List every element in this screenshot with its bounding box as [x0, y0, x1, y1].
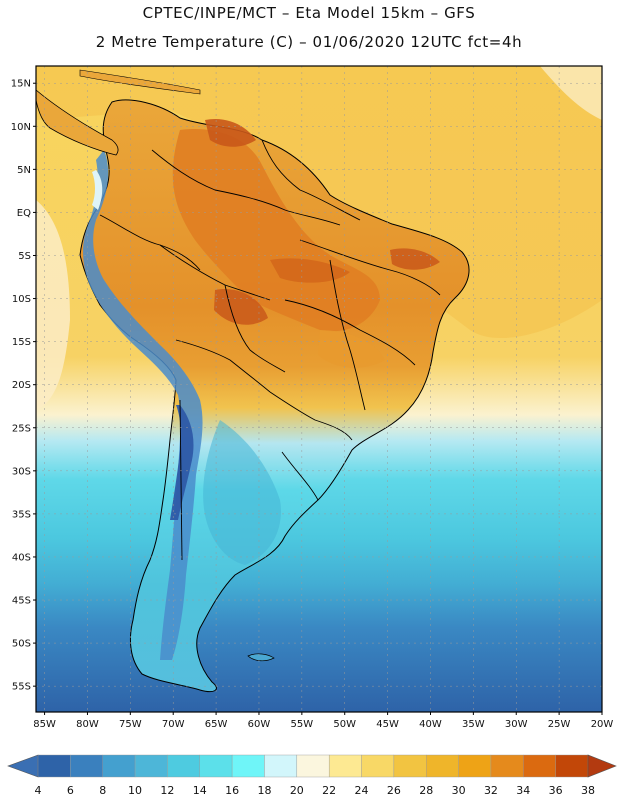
colorbar-swatch: [393, 754, 427, 778]
plot-area: [36, 66, 602, 712]
lat-label: 25S: [12, 423, 31, 434]
lon-label: 50W: [333, 719, 356, 730]
lat-label: 30S: [12, 466, 31, 477]
colorbar-swatch: [167, 754, 200, 778]
colorbar-label: 32: [484, 784, 498, 797]
colorbar-label: 30: [452, 784, 466, 797]
lon-label: 60W: [248, 719, 271, 730]
colorbar-swatch: [523, 754, 556, 778]
border-brazil-states-vertical: [329, 259, 366, 411]
colorbar-over-arrow: [587, 754, 617, 778]
warm-southeast: [318, 330, 385, 368]
lon-label: 85W: [33, 719, 56, 730]
colorbar-swatch: [264, 754, 298, 778]
colorbar-label: 18: [257, 784, 271, 797]
border-guianas: [261, 139, 361, 221]
lon-label: 20W: [591, 719, 614, 730]
hotspot-northeast: [390, 248, 440, 270]
colorbar-label: 22: [322, 784, 336, 797]
lon-label: 30W: [505, 719, 528, 730]
lat-label: 20S: [12, 380, 31, 391]
map-title-line1: CPTEC/INPE/MCT – Eta Model 15km – GFS: [142, 4, 476, 22]
colorbar-swatch: [361, 754, 395, 778]
colorbar-label: 26: [387, 784, 401, 797]
falkland-islands: [247, 653, 275, 662]
country-borders: [99, 139, 441, 561]
lon-label: 65W: [205, 719, 228, 730]
hotspot-venezuela: [205, 118, 256, 147]
hotspot-para: [270, 258, 350, 283]
graticule: [36, 66, 603, 712]
colorbar-swatch: [37, 754, 71, 778]
border-venezuela-brazil: [151, 149, 341, 226]
colorbar-label: 38: [581, 784, 595, 797]
colorbar-label: 8: [99, 784, 106, 797]
colorbar-swatch: [102, 754, 136, 778]
colorbar-label: 34: [516, 784, 530, 797]
lat-label: 50S: [12, 639, 31, 650]
lon-label: 45W: [376, 719, 399, 730]
border-uruguay: [281, 451, 319, 501]
lat-label: 5S: [18, 251, 31, 262]
lat-label: 35S: [12, 509, 31, 520]
lat-label: EQ: [17, 208, 31, 219]
colorbar-label: 10: [128, 784, 142, 797]
colorbar-swatch: [296, 754, 330, 778]
colorbar-label: 28: [419, 784, 433, 797]
andes-coldest-zone: [170, 405, 194, 520]
colorbar-swatch: [426, 754, 459, 778]
colorbar-swatch: [199, 754, 233, 778]
longitude-labels: 85W 80W 75W 70W 65W 60W 55W 50W 45W 40W 35W 30W 25W 2…: [33, 712, 613, 730]
border-chile-argentina: [179, 399, 183, 561]
lat-label: 10N: [11, 122, 31, 133]
colorbar-swatch: [555, 754, 589, 778]
lat-label: 45S: [12, 596, 31, 607]
colorbar-label: 24: [355, 784, 369, 797]
colorbar-swatch: [231, 754, 265, 778]
colorbar-label: 20: [290, 784, 304, 797]
colorbar-label: 12: [160, 784, 174, 797]
lat-label: 10S: [12, 294, 31, 305]
colorbar-label: 16: [225, 784, 239, 797]
latitude-labels: 15N 10N 5N EQ 5S 10S 15S 20S 25S 30S 35S 40S 45S 50S 5…: [11, 79, 36, 693]
colorbar-under-arrow: [7, 754, 39, 778]
border-colombia-peru: [99, 214, 201, 271]
colorbar-label: 36: [549, 784, 563, 797]
argentina-cool-interior: [203, 420, 281, 565]
caribbean-islands: [79, 69, 201, 95]
border-paraguay: [269, 391, 353, 441]
border-peru-brazil: [159, 244, 271, 301]
map-title-line2: 2 Metre Temperature (C) – 01/06/2020 12U…: [95, 33, 523, 51]
lon-label: 80W: [76, 719, 99, 730]
lon-label: 35W: [462, 719, 485, 730]
lat-label: 40S: [12, 552, 31, 563]
colorbar-swatch: [328, 754, 362, 778]
border-brazil-states-north: [299, 239, 441, 296]
colorbar-swatch: [134, 754, 168, 778]
colorbar: 4 6 8 10 12 14 16 18 20 22 24 26 28 30 32 34 36 38: [7, 754, 617, 797]
map-frame: [35, 65, 603, 713]
border-bolivia-brazil: [224, 284, 286, 373]
border-brazil-states-center: [284, 299, 416, 366]
colorbar-label: 4: [35, 784, 42, 797]
lat-label: 15S: [12, 337, 31, 348]
colorbar-label: 14: [193, 784, 207, 797]
cool-ocean-pocket: [540, 66, 602, 120]
border-bolivia-chile-arg: [175, 339, 271, 393]
colorbar-swatch: [458, 754, 492, 778]
colorbar-swatch: [70, 754, 103, 778]
lat-label: 55S: [12, 682, 31, 693]
lon-label: 70W: [162, 719, 185, 730]
colorbar-label: 6: [67, 784, 74, 797]
lat-label: 15N: [11, 79, 31, 90]
lat-label: 5N: [17, 165, 31, 176]
andes-north-snow: [92, 170, 103, 210]
central-america: [36, 89, 119, 156]
lon-label: 55W: [291, 719, 314, 730]
colorbar-swatch: [490, 754, 524, 778]
lon-label: 25W: [548, 719, 571, 730]
lon-label: 75W: [119, 719, 142, 730]
lon-label: 40W: [419, 719, 442, 730]
